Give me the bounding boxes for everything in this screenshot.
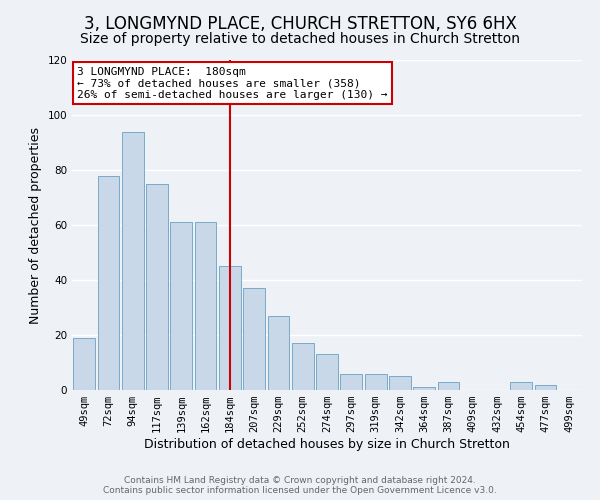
Text: Size of property relative to detached houses in Church Stretton: Size of property relative to detached ho…: [80, 32, 520, 46]
Text: Contains HM Land Registry data © Crown copyright and database right 2024.
Contai: Contains HM Land Registry data © Crown c…: [103, 476, 497, 495]
Bar: [365, 374, 386, 390]
Text: 3, LONGMYND PLACE, CHURCH STRETTON, SY6 6HX: 3, LONGMYND PLACE, CHURCH STRETTON, SY6 …: [83, 15, 517, 33]
Y-axis label: Number of detached properties: Number of detached properties: [29, 126, 42, 324]
Title: 3, LONGMYND PLACE, CHURCH STRETTON, SY6 6HX
Size of property relative to detache: 3, LONGMYND PLACE, CHURCH STRETTON, SY6 …: [0, 499, 1, 500]
Bar: [437, 382, 460, 390]
Text: 3 LONGMYND PLACE:  180sqm
← 73% of detached houses are smaller (358)
26% of semi: 3 LONGMYND PLACE: 180sqm ← 73% of detach…: [77, 66, 388, 100]
Bar: [243, 288, 265, 390]
Bar: [219, 266, 241, 390]
Bar: [146, 184, 168, 390]
Bar: [73, 338, 95, 390]
Bar: [413, 387, 435, 390]
Bar: [97, 176, 119, 390]
Bar: [292, 343, 314, 390]
Bar: [535, 384, 556, 390]
Bar: [316, 354, 338, 390]
Bar: [511, 382, 532, 390]
Bar: [170, 222, 192, 390]
Bar: [122, 132, 143, 390]
Bar: [340, 374, 362, 390]
Bar: [268, 316, 289, 390]
X-axis label: Distribution of detached houses by size in Church Stretton: Distribution of detached houses by size …: [144, 438, 510, 451]
Bar: [389, 376, 411, 390]
Bar: [194, 222, 217, 390]
